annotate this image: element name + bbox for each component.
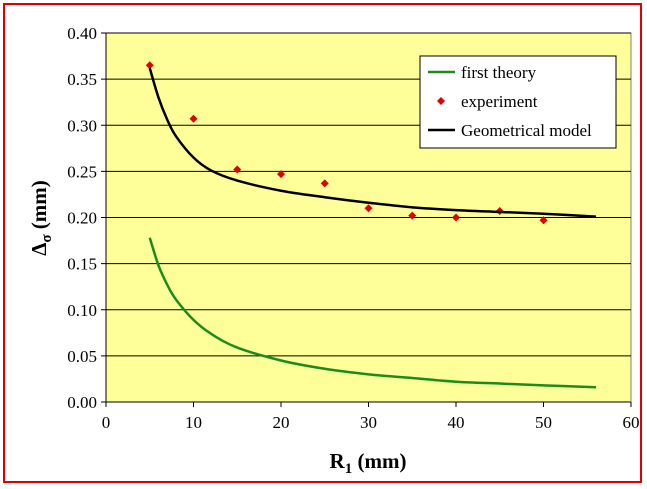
data-point-experiment <box>320 179 329 188</box>
y-tick-label: 0.15 <box>67 255 97 274</box>
data-point-experiment <box>364 204 373 213</box>
tick-labels: 0.00 0.05 0.10 0.15 0.20 0.25 0.30 0.35 0.40 0 10 2… <box>67 24 639 432</box>
data-point-experiment <box>452 213 460 222</box>
y-axis-title: Δσ (mm) <box>27 180 55 256</box>
series-line-first-theory <box>148 237 597 389</box>
data-point-experiment <box>408 211 417 220</box>
legend-label-experiment: experiment <box>461 92 538 111</box>
x-tick-label: 40 <box>448 413 465 432</box>
y-tick-label: 0.30 <box>67 116 97 135</box>
y-tick-label: 0.40 <box>67 24 97 43</box>
legend: first theory experiment Geometrical mode… <box>419 55 617 149</box>
series-line-geometrical-model <box>148 67 597 218</box>
x-tick-label: 0 <box>102 413 111 432</box>
data-point-experiment <box>189 114 198 123</box>
x-tick-label: 60 <box>623 413 640 432</box>
y-tick-label: 0.00 <box>67 393 97 412</box>
legend-label-geometrical-model: Geometrical model <box>461 121 592 140</box>
axes <box>101 32 632 407</box>
legend-label-first-theory: first theory <box>461 63 537 82</box>
x-tick-label: 10 <box>185 413 202 432</box>
y-tick-label: 0.20 <box>67 209 97 228</box>
legend-marker-experiment <box>437 97 445 105</box>
y-tick-label: 0.25 <box>67 162 97 181</box>
data-point-experiment <box>145 61 154 70</box>
x-tick-label: 50 <box>535 413 552 432</box>
y-tick-label: 0.10 <box>67 301 97 320</box>
data-point-experiment <box>277 170 285 179</box>
series-layer <box>145 61 597 389</box>
x-axis-title: R1 (mm) <box>330 449 407 477</box>
data-point-experiment <box>233 165 242 174</box>
x-tick-label: 20 <box>273 413 290 432</box>
x-tick-label: 30 <box>360 413 377 432</box>
data-point-experiment <box>539 216 548 225</box>
y-tick-label: 0.05 <box>67 347 97 366</box>
y-tick-label: 0.35 <box>67 70 97 89</box>
